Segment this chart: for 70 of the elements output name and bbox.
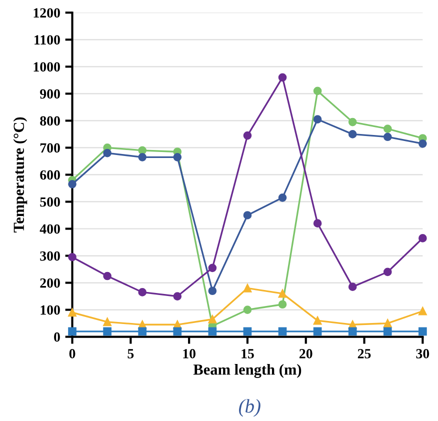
- point: [103, 327, 112, 336]
- point: [138, 146, 147, 155]
- point: [243, 327, 252, 336]
- point: [418, 234, 427, 242]
- y-tick-label: 400: [40, 224, 60, 234]
- point: [383, 132, 392, 142]
- y-tick-label: 900: [40, 89, 60, 99]
- point: [383, 319, 392, 328]
- point: [103, 272, 112, 280]
- y-tick-label: 800: [40, 116, 60, 126]
- point: [173, 152, 182, 162]
- point: [68, 327, 76, 336]
- point: [418, 139, 427, 148]
- text: (b): [239, 399, 260, 417]
- y-axis-title: Temperature (°C): [13, 117, 28, 232]
- point: [313, 86, 322, 96]
- point: [68, 308, 76, 317]
- point: [348, 327, 357, 336]
- y-tick-label: 300: [40, 251, 60, 261]
- point: [278, 194, 287, 202]
- point: [278, 327, 287, 336]
- point: [68, 180, 76, 188]
- y-tick-label: 600: [40, 170, 60, 180]
- point: [243, 284, 252, 292]
- point: [348, 282, 357, 291]
- point: [173, 327, 182, 336]
- point: [173, 292, 182, 300]
- point: [208, 327, 217, 336]
- point: [278, 289, 287, 298]
- x-tick-label: 15: [242, 349, 254, 358]
- point: [103, 148, 112, 158]
- point: [208, 286, 217, 296]
- point: [383, 268, 392, 276]
- y-tick-label: 1200: [34, 8, 60, 18]
- point: [418, 327, 427, 336]
- point: [348, 130, 357, 138]
- point: [383, 124, 392, 133]
- point: [243, 131, 252, 140]
- point: [313, 316, 322, 325]
- point: [278, 300, 287, 309]
- x-tick-label: 10: [183, 349, 196, 358]
- x-axis-title: Beam length (m): [193, 364, 302, 378]
- y-tick-label: 500: [40, 197, 60, 207]
- y-tick-label: 700: [40, 143, 60, 153]
- y-tick-label: 0: [54, 332, 60, 342]
- point: [208, 264, 217, 272]
- point: [383, 327, 392, 336]
- point: [418, 306, 427, 316]
- point: [138, 152, 147, 162]
- point: [243, 211, 252, 220]
- x-tick-label: 30: [416, 349, 430, 358]
- x-tick-label: 0: [69, 349, 76, 358]
- point: [278, 73, 287, 82]
- point: [313, 219, 322, 228]
- point: [138, 288, 147, 296]
- x-tick-label: 5: [128, 349, 134, 358]
- point: [313, 115, 322, 124]
- point: [68, 252, 76, 262]
- point: [138, 327, 147, 336]
- point: [208, 315, 217, 324]
- y-tick-label: 200: [40, 278, 60, 288]
- point: [313, 327, 322, 336]
- y-tick-label: 1000: [34, 62, 60, 72]
- y-tick-label: 1100: [34, 35, 60, 45]
- point: [348, 118, 357, 126]
- point: [243, 306, 252, 314]
- x-tick-label: 20: [300, 349, 312, 358]
- point: [103, 318, 112, 326]
- y-tick-label: 100: [40, 305, 60, 315]
- x-tick-label: 25: [358, 349, 371, 358]
